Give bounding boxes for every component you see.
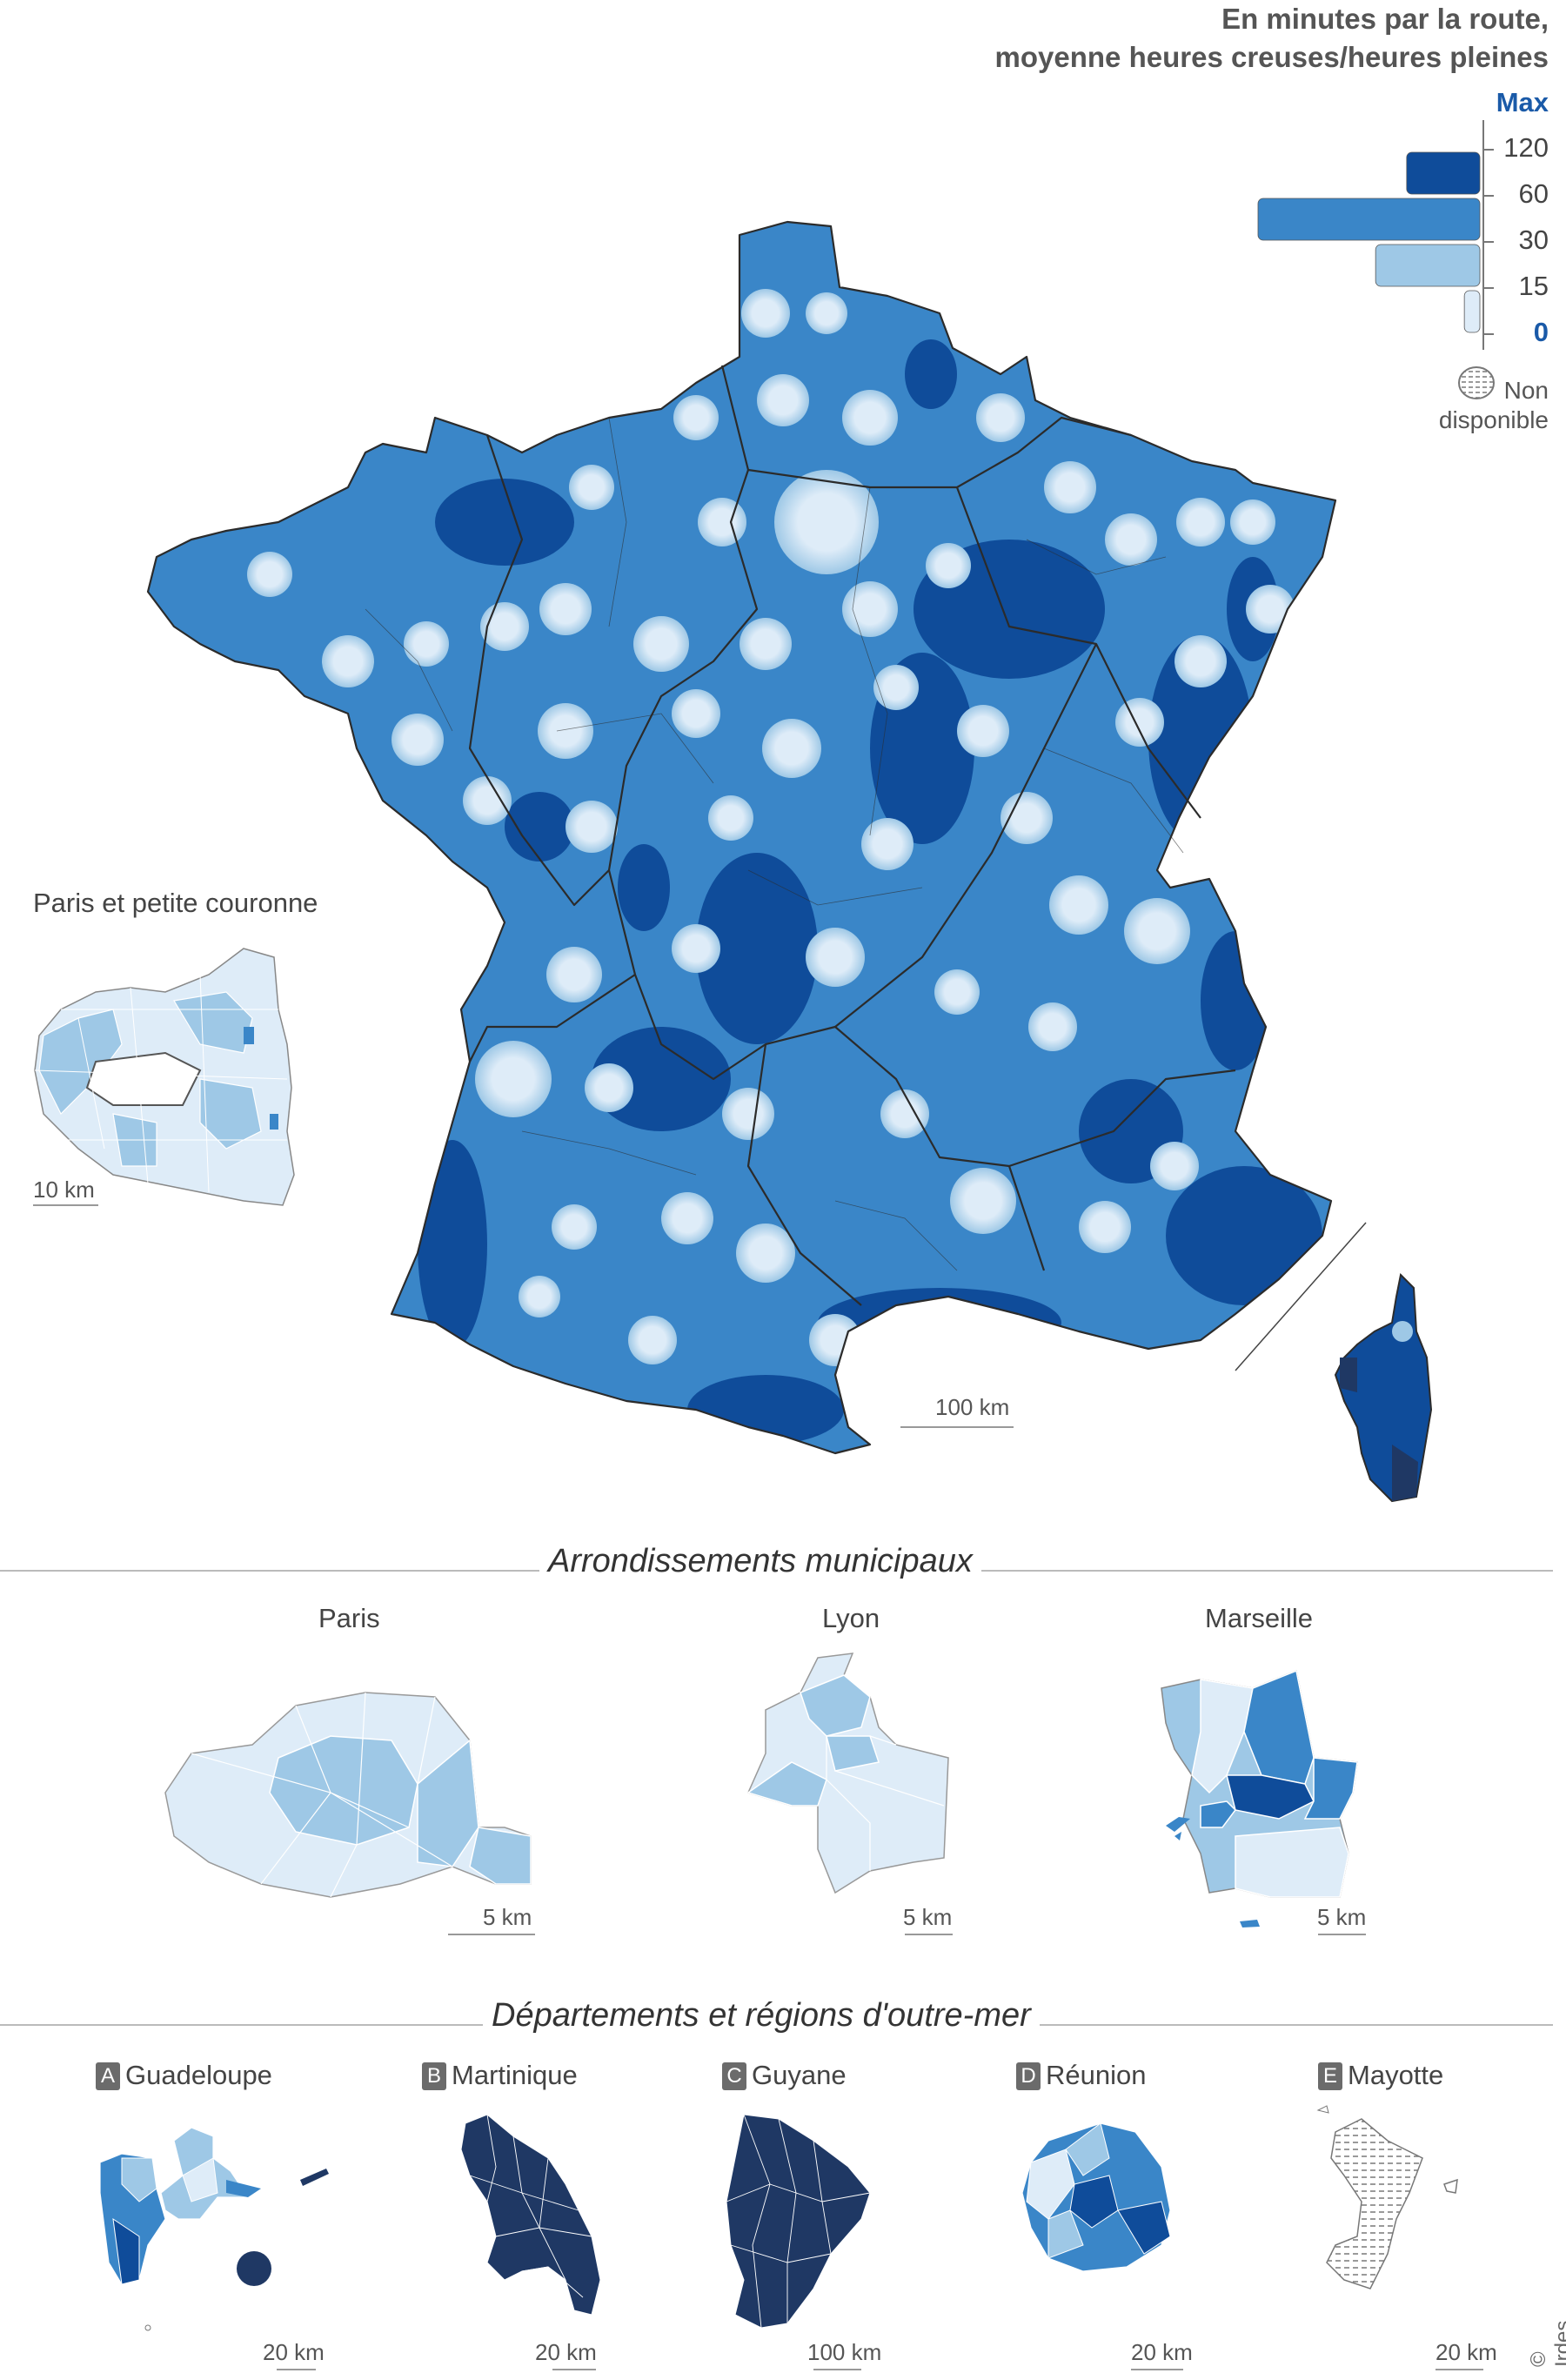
arrondissements-title: Arrondissements municipaux: [539, 1543, 981, 1580]
territory-fill: [247, 289, 1322, 1445]
dom-martinique-map: [460, 2114, 601, 2316]
arr-lyon-label: Lyon: [822, 1603, 880, 1633]
legend-tick-labels: 120 60 30 15 0: [1253, 131, 1549, 357]
legend-bar-0–15: [1463, 290, 1481, 333]
dom-martinique-name: Martinique: [452, 2060, 578, 2090]
dom-guadeloupe-map: [99, 2127, 329, 2331]
zones-60-120: [418, 339, 1322, 1445]
legend-tick-label: 15: [1518, 271, 1549, 301]
legend-title-line1: En minutes par la route,: [1221, 3, 1549, 35]
dom-mayotte-label: E Mayotte: [1318, 2060, 1443, 2091]
dom-guadeloupe-name: Guadeloupe: [125, 2060, 272, 2090]
arr-marseille-scale-label: 5 km: [1317, 1904, 1367, 1930]
dom-reunion-scale-bar: [1131, 2369, 1183, 2370]
dom-guadeloupe-letter: A: [96, 2062, 120, 2090]
legend-title-line2: moyenne heures creuses/heures pleines: [994, 41, 1549, 73]
legend-tick-label: 0: [1533, 317, 1549, 347]
dom-guyane-label: C Guyane: [722, 2060, 847, 2091]
dom-reunion-letter: D: [1016, 2062, 1041, 2090]
dom-reunion-name: Réunion: [1046, 2060, 1147, 2090]
legend-title: En minutes par la route, moyenne heures …: [853, 0, 1549, 77]
legend-tick-label: 120: [1503, 132, 1549, 163]
legend-tick-label: 60: [1518, 178, 1549, 209]
not-available-line2: disponible: [1438, 406, 1549, 433]
department-borders: [365, 417, 1184, 1271]
not-available-label: Non disponible: [1439, 376, 1549, 435]
corsica-separator: [1235, 1222, 1367, 1371]
corsica: [1334, 1272, 1433, 1503]
inset-paris-scale-label: 10 km: [33, 1177, 95, 1203]
arr-marseille-label: Marseille: [1205, 1603, 1314, 1633]
legend-bar-15–30: [1375, 244, 1481, 287]
dom-martinique-scale-bar: [552, 2369, 596, 2370]
dom-martinique-scale-label: 20 km: [535, 2339, 597, 2365]
arr-paris-label: Paris: [318, 1603, 380, 1633]
dom-guadeloupe-label: A Guadeloupe: [96, 2060, 272, 2091]
credit: © Irdes 2020: [1527, 2320, 1566, 2367]
dom-mayotte-map: [1316, 2105, 1458, 2289]
outre-mer-title: Départements et régions d'outre-mer: [483, 1997, 1040, 2035]
dom-mayotte-scale-bar: [1436, 2369, 1483, 2370]
not-available-line1: Non: [1503, 377, 1549, 404]
dom-guyane-scale-label: 100 km: [807, 2339, 882, 2365]
arr-lyon-map: [746, 1653, 949, 1894]
dom-martinique-letter: B: [422, 2062, 446, 2090]
arr-paris-scale-bar: [448, 1934, 535, 1935]
legend-max-label: Max: [1496, 87, 1549, 117]
arr-lyon-scale-label: 5 km: [903, 1904, 953, 1930]
legend-bar-60–120: [1406, 151, 1481, 195]
dom-guadeloupe-scale-bar: [277, 2369, 316, 2370]
not-available-icon: [1458, 366, 1495, 399]
dom-guyane-map: [726, 2114, 871, 2329]
dom-martinique-label: B Martinique: [422, 2060, 578, 2091]
inset-paris-map: [34, 948, 295, 1206]
dom-reunion-label: D Réunion: [1016, 2060, 1146, 2091]
dom-guyane-letter: C: [722, 2062, 746, 2090]
zones-urban: [247, 289, 1295, 1366]
dom-mayotte-name: Mayotte: [1348, 2060, 1444, 2090]
arr-marseille-scale-bar: [1318, 1934, 1366, 1935]
inset-paris-scale-bar: [33, 1204, 98, 1206]
legend-tick-label: 30: [1518, 225, 1549, 255]
dom-mayotte-letter: E: [1318, 2062, 1342, 2090]
arr-marseille-map: [1161, 1669, 1358, 1927]
dom-guadeloupe-scale-label: 20 km: [263, 2339, 325, 2365]
dom-mayotte-scale-label: 20 km: [1436, 2339, 1497, 2365]
dom-guyane-name: Guyane: [752, 2060, 847, 2090]
dom-reunion-scale-label: 20 km: [1131, 2339, 1193, 2365]
arr-paris-map: [164, 1692, 532, 1898]
dom-reunion-map: [1021, 2122, 1171, 2272]
france-map: [146, 220, 1433, 1503]
main-scale-label: 100 km: [935, 1394, 1010, 1420]
arr-paris-scale-label: 5 km: [483, 1904, 532, 1930]
legend-histogram: [1257, 120, 1494, 350]
legend-bar-30–60: [1257, 198, 1481, 241]
arr-lyon-scale-bar: [905, 1934, 953, 1935]
region-borders: [146, 220, 1337, 1455]
inset-paris-title: Paris et petite couronne: [33, 888, 318, 918]
dom-guyane-scale-bar: [813, 2369, 861, 2370]
